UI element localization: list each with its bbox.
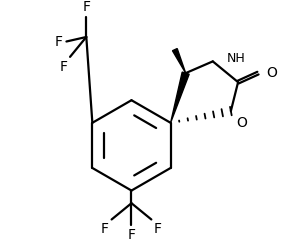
Polygon shape — [173, 49, 186, 73]
Text: O: O — [266, 66, 277, 80]
Text: F: F — [82, 0, 90, 15]
Polygon shape — [171, 72, 189, 123]
Text: F: F — [101, 222, 109, 236]
Text: F: F — [59, 60, 67, 74]
Text: O: O — [236, 116, 247, 130]
Text: F: F — [55, 35, 63, 48]
Text: NH: NH — [227, 52, 246, 65]
Text: F: F — [154, 222, 162, 236]
Text: F: F — [128, 227, 135, 242]
